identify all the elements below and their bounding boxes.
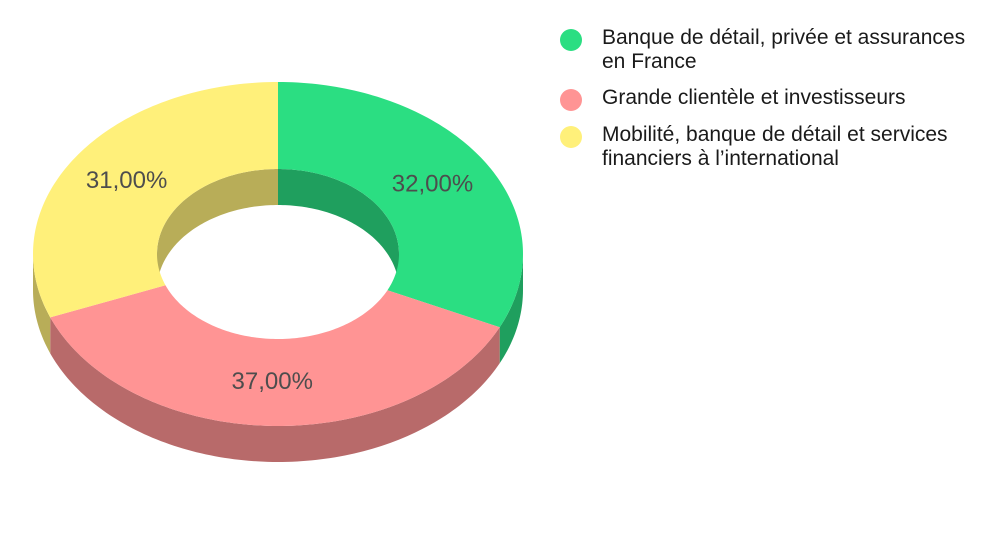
donut-slices (33, 82, 523, 426)
legend: Banque de détail, privée et assurances e… (560, 26, 990, 183)
legend-swatch-icon (560, 89, 582, 111)
legend-swatch-icon (560, 29, 582, 51)
slice-data-label: 31,00% (86, 167, 167, 194)
inner-wall (157, 169, 278, 290)
slice-data-label: 32,00% (392, 170, 473, 197)
legend-item[interactable]: Banque de détail, privée et assurances e… (560, 26, 990, 74)
outer-wall (33, 254, 51, 354)
slice-data-label: 37,00% (232, 368, 313, 395)
legend-swatch-icon (560, 126, 582, 148)
legend-item[interactable]: Grande clientèle et investisseurs (560, 86, 990, 111)
outer-wall (50, 317, 500, 462)
donut-slice (278, 82, 523, 328)
legend-label: Mobilité, banque de détail et services f… (602, 123, 948, 170)
outer-wall (499, 254, 523, 364)
donut-slice (33, 82, 278, 318)
slice-labels: 32,00% 37,00% 31,00% (86, 167, 473, 395)
inner-wall (278, 169, 399, 290)
legend-item[interactable]: Mobilité, banque de détail et services f… (560, 123, 990, 171)
legend-label: Grande clientèle et investisseurs (602, 86, 906, 109)
donut-slice (50, 285, 500, 426)
legend-label: Banque de détail, privée et assurances e… (602, 26, 966, 73)
donut-walls (33, 169, 523, 462)
